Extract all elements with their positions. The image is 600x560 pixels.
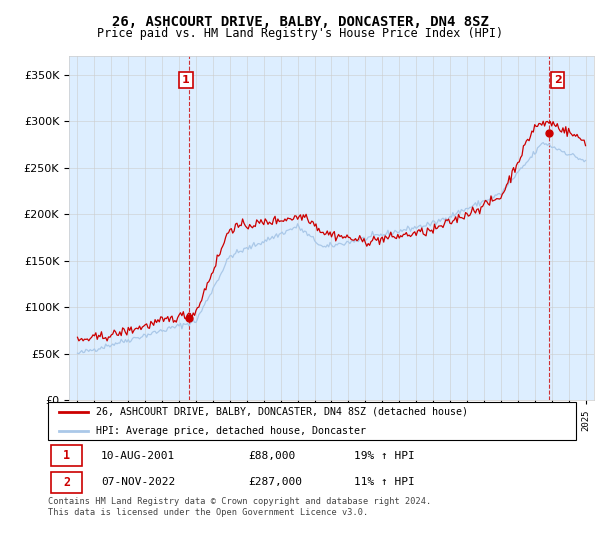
FancyBboxPatch shape — [50, 472, 82, 493]
Text: Contains HM Land Registry data © Crown copyright and database right 2024.
This d: Contains HM Land Registry data © Crown c… — [48, 497, 431, 517]
Text: HPI: Average price, detached house, Doncaster: HPI: Average price, detached house, Donc… — [95, 426, 365, 436]
Text: 2: 2 — [554, 75, 562, 85]
Text: 10-AUG-2001: 10-AUG-2001 — [101, 451, 175, 461]
FancyBboxPatch shape — [48, 402, 576, 440]
Text: 26, ASHCOURT DRIVE, BALBY, DONCASTER, DN4 8SZ (detached house): 26, ASHCOURT DRIVE, BALBY, DONCASTER, DN… — [95, 407, 467, 417]
Text: 07-NOV-2022: 07-NOV-2022 — [101, 477, 175, 487]
FancyBboxPatch shape — [50, 445, 82, 466]
Text: 1: 1 — [182, 75, 190, 85]
Text: Price paid vs. HM Land Registry's House Price Index (HPI): Price paid vs. HM Land Registry's House … — [97, 27, 503, 40]
Text: £287,000: £287,000 — [248, 477, 302, 487]
Text: 19% ↑ HPI: 19% ↑ HPI — [354, 451, 415, 461]
Text: £88,000: £88,000 — [248, 451, 296, 461]
Text: 11% ↑ HPI: 11% ↑ HPI — [354, 477, 415, 487]
Text: 26, ASHCOURT DRIVE, BALBY, DONCASTER, DN4 8SZ: 26, ASHCOURT DRIVE, BALBY, DONCASTER, DN… — [112, 15, 488, 29]
Text: 2: 2 — [63, 475, 70, 489]
Text: 1: 1 — [63, 449, 70, 463]
